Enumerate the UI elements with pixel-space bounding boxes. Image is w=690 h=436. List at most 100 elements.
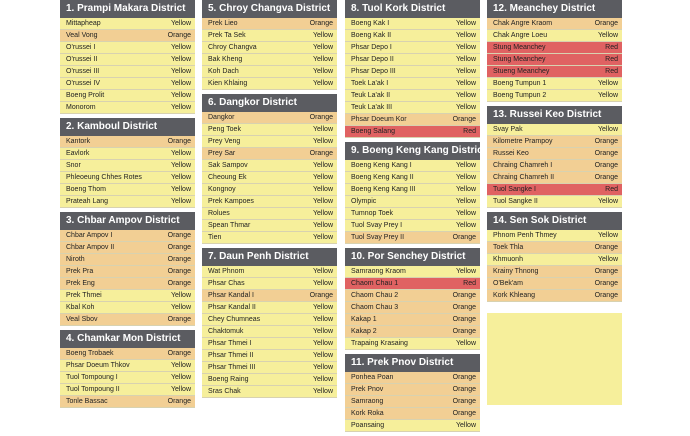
commune-name: Boeng Kak I xyxy=(351,20,390,27)
status-label: Orange xyxy=(167,268,191,275)
district-block: 7. Daun Penh District Wat Phnom Yellow Phsa… xyxy=(202,248,337,398)
commune-name: Boeng Trobaek xyxy=(66,350,114,357)
status-label: Orange xyxy=(167,316,191,323)
commune-name: Tuol Sangke II xyxy=(493,198,538,205)
table-row: Toek Thla Orange xyxy=(487,242,622,254)
commune-name: Kilometre Prampoy xyxy=(493,138,553,145)
commune-name: Kien Khlaing xyxy=(208,80,248,87)
table-row: Phsar Depo II Yellow xyxy=(345,54,480,66)
table-row: Kork Khleang Orange xyxy=(487,290,622,302)
district-header: 14. Sen Sok District xyxy=(487,212,622,230)
commune-name: Prek Pra xyxy=(66,268,94,275)
status-label: Yellow xyxy=(313,316,333,323)
commune-name: Kork Khleang xyxy=(493,292,536,299)
district-header: 5. Chroy Changva District xyxy=(202,0,337,18)
status-label: Orange xyxy=(309,20,333,27)
commune-name: Phsar Chas xyxy=(208,280,245,287)
status-label: Orange xyxy=(452,316,476,323)
status-label: Yellow xyxy=(171,198,191,205)
status-label: Red xyxy=(605,44,618,51)
status-label: Yellow xyxy=(598,126,618,133)
status-label: Orange xyxy=(452,304,476,311)
table-row: Prek Pra Orange xyxy=(60,266,195,278)
table-row: Dangkor Orange xyxy=(202,112,337,124)
table-row: Wat Phnom Yellow xyxy=(202,266,337,278)
commune-name: Olympic xyxy=(351,198,377,205)
commune-name: Prek Ta Sek xyxy=(208,32,246,39)
status-label: Yellow xyxy=(313,162,333,169)
commune-name: Boeng Keng Kang II xyxy=(351,174,414,181)
district-header: 4. Chamkar Mon District xyxy=(60,330,195,348)
table-row: Mittapheap Yellow xyxy=(60,18,195,30)
table-row: Peng Toek Yellow xyxy=(202,124,337,136)
table-row: Chaom Chau 3 Orange xyxy=(345,302,480,314)
table-row: Chroy Changva Yellow xyxy=(202,42,337,54)
commune-name: Boeng Raing xyxy=(208,376,249,383)
commune-name: Phsar Thmei II xyxy=(208,352,254,359)
commune-name: Boeng Salang xyxy=(351,128,395,135)
table-row: Poansaing Yellow xyxy=(345,420,480,432)
district-header: 2. Kamboul District xyxy=(60,118,195,136)
commune-name: Boeng Thom xyxy=(66,186,106,193)
status-label: Yellow xyxy=(171,56,191,63)
district-block: 13. Russei Keo District Svay Pak Yellow Kil… xyxy=(487,106,622,208)
commune-name: Tuol Svay Prey II xyxy=(351,234,405,241)
table-row: Krainy Thnong Orange xyxy=(487,266,622,278)
table-row: Phnom Penh Thmey Yellow xyxy=(487,230,622,242)
district-block: 3. Chbar Ampov District Chbar Ampov I Oran… xyxy=(60,212,195,326)
status-label: Yellow xyxy=(456,340,476,347)
commune-name: Phleoeung Chhes Rotes xyxy=(66,174,142,181)
table-row: Svay Pak Yellow xyxy=(487,124,622,136)
table-row: Phsar Doeum Kor Orange xyxy=(345,114,480,126)
commune-name: O'Bek'am xyxy=(493,280,523,287)
commune-name: Dangkor xyxy=(208,114,235,121)
status-label: Orange xyxy=(309,150,333,157)
status-label: Yellow xyxy=(313,340,333,347)
table-row: Prek Eng Orange xyxy=(60,278,195,290)
status-label: Orange xyxy=(452,292,476,299)
table-row: Stueng Meanchey Red xyxy=(487,66,622,78)
commune-name: Spean Thmar xyxy=(208,222,251,229)
status-label: Orange xyxy=(167,138,191,145)
district-header: 1. Prampi Makara District xyxy=(60,0,195,18)
commune-name: Russei Keo xyxy=(493,150,529,157)
status-label: Orange xyxy=(167,256,191,263)
table-row: Spean Thmar Yellow xyxy=(202,220,337,232)
status-label: Yellow xyxy=(598,232,618,239)
status-label: Orange xyxy=(167,280,191,287)
commune-name: Kork Roka xyxy=(351,410,384,417)
commune-name: Bak Kheng xyxy=(208,56,243,63)
table-row: Tuol Sangke II Yellow xyxy=(487,196,622,208)
status-label: Yellow xyxy=(171,186,191,193)
status-label: Orange xyxy=(594,20,618,27)
commune-name: Stueng Meanchey xyxy=(493,68,550,75)
status-label: Yellow xyxy=(313,68,333,75)
status-label: Yellow xyxy=(313,138,333,145)
table-row: Tumnop Toek Yellow xyxy=(345,208,480,220)
commune-name: Rolues xyxy=(208,210,230,217)
table-row: Veal Sbov Orange xyxy=(60,314,195,326)
table-row: Teuk La'ak III Yellow xyxy=(345,102,480,114)
table-row: Kakap 2 Orange xyxy=(345,326,480,338)
district-block: 14. Sen Sok District Phnom Penh Thmey Yell… xyxy=(487,212,622,302)
commune-name: Teuk La'ak II xyxy=(351,92,391,99)
column-3: 8. Tuol Kork District Boeng Kak I Yellow Bo… xyxy=(345,0,480,436)
commune-name: Phsar Thmei III xyxy=(208,364,256,371)
commune-name: Kakap 1 xyxy=(351,316,377,323)
commune-name: Chak Angre Kraom xyxy=(493,20,553,27)
commune-name: Svay Pak xyxy=(493,126,523,133)
status-label: Yellow xyxy=(456,104,476,111)
commune-name: Prey Sar xyxy=(208,150,236,157)
commune-name: Chaom Chau 1 xyxy=(351,280,399,287)
status-label: Yellow xyxy=(313,352,333,359)
table-row: Teuk La'ak II Yellow xyxy=(345,90,480,102)
commune-name: Chbar Ampov II xyxy=(66,244,115,251)
commune-name: Boeng Tumpun 1 xyxy=(493,80,547,87)
status-label: Yellow xyxy=(313,376,333,383)
table-row: Olympic Yellow xyxy=(345,196,480,208)
table-row: Prateah Lang Yellow xyxy=(60,196,195,208)
table-row: Boeng Kak I Yellow xyxy=(345,18,480,30)
status-label: Orange xyxy=(167,32,191,39)
status-label: Yellow xyxy=(313,126,333,133)
table-row: Stung Meanchey Red xyxy=(487,42,622,54)
